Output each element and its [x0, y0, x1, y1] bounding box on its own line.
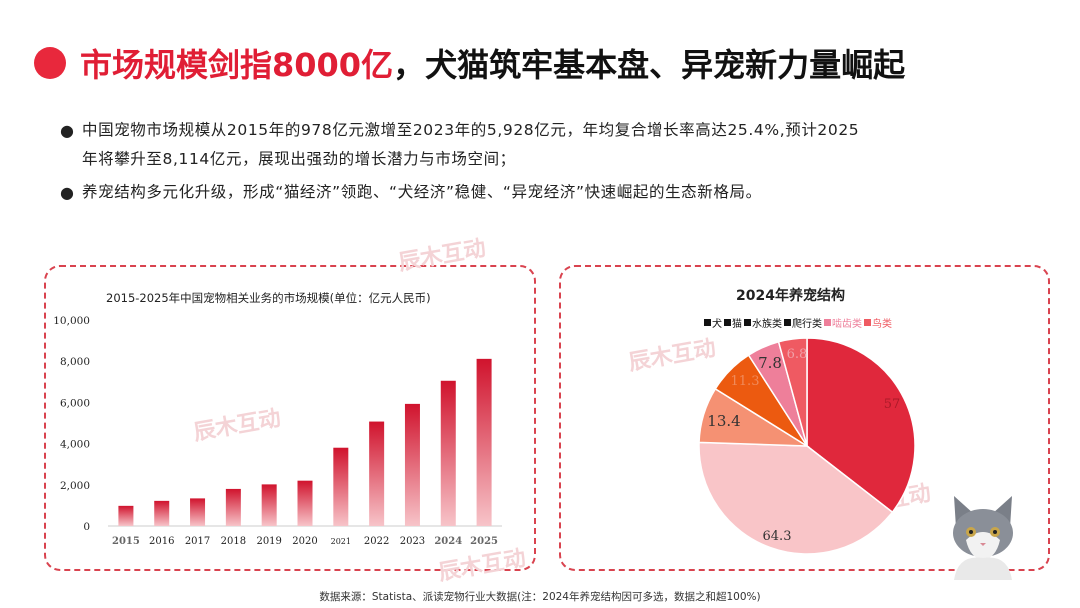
- legend-label: 猫: [732, 319, 742, 330]
- legend-swatch: [704, 319, 711, 326]
- bullet-marker: ●: [60, 121, 75, 140]
- x-tick-label: 2022: [364, 536, 389, 547]
- bar: [369, 421, 385, 526]
- legend-item: 爬行类: [784, 315, 822, 330]
- legend-swatch: [864, 319, 871, 326]
- bar: [118, 505, 134, 526]
- pie-slice: [806, 337, 916, 514]
- y-tick-label: 0: [83, 521, 90, 533]
- bar: [261, 484, 277, 526]
- bullet-text: 中国宠物市场规模从2015年的978亿元激增至2023年的5,928亿元，年均复…: [82, 121, 860, 139]
- legend-item: 水族类: [744, 315, 782, 330]
- legend-label: 水族类: [752, 319, 782, 330]
- legend-item: 啮齿类: [824, 315, 862, 330]
- x-tick-label: 2017: [185, 536, 210, 547]
- legend-swatch: [744, 319, 751, 326]
- legend-swatch: [724, 319, 731, 326]
- bar: [154, 500, 170, 526]
- x-tick-label: 2024: [434, 536, 462, 547]
- bar: [225, 488, 241, 526]
- bar: [404, 403, 420, 526]
- bullet-marker: ●: [60, 183, 75, 202]
- x-tick-label: 2023: [400, 536, 425, 547]
- summary-bullets: ● 中国宠物市场规模从2015年的978亿元激增至2023年的5,928亿元，年…: [60, 116, 1040, 207]
- pie-data-label: 13.4: [707, 412, 740, 430]
- legend-item: 犬: [704, 315, 722, 330]
- pie-data-label: 57: [884, 397, 901, 412]
- y-tick-label: 2,000: [60, 480, 90, 492]
- legend-swatch: [824, 319, 831, 326]
- bar: [333, 447, 349, 526]
- legend-item: 鸟类: [864, 315, 892, 330]
- pie-slice: [777, 337, 808, 447]
- x-tick-label: 2019: [256, 536, 281, 547]
- cat-photo: [953, 496, 1013, 580]
- legend-item: 猫: [724, 315, 742, 330]
- legend-label: 啮齿类: [832, 319, 862, 330]
- x-tick-label: 2025: [470, 536, 498, 547]
- legend-label: 犬: [712, 319, 722, 330]
- title-text: ，犬猫筑牢基本盘、异宠新力量崛起: [393, 46, 906, 84]
- pie-data-label: 64.3: [763, 529, 792, 544]
- y-tick-label: 10,000: [53, 315, 90, 327]
- bullet-line: ● 养宠结构多元化升级，形成“猫经济”领跑、“犬经济”稳健、“异宠经济”快速崛起…: [60, 178, 1040, 207]
- x-tick-label: 2020: [292, 536, 317, 547]
- bullet-line: 年将攀升至8,114亿元，展现出强劲的增长潜力与市场空间；: [60, 145, 1040, 174]
- title-highlight: 市场规模剑指8000亿: [80, 46, 394, 84]
- legend-label: 爬行类: [792, 319, 822, 330]
- pie-slice: [698, 441, 894, 555]
- legend-label: 鸟类: [872, 319, 892, 330]
- title-bullet-dot: [34, 47, 66, 79]
- source-note: 数据来源：Statista、派读宠物行业大数据(注：2024年养宠结构因可多选，…: [319, 591, 761, 603]
- bullet-line: ● 中国宠物市场规模从2015年的978亿元激增至2023年的5,928亿元，年…: [60, 116, 1040, 145]
- y-tick-label: 4,000: [60, 439, 90, 451]
- x-tick-label: 2016: [149, 536, 174, 547]
- pie-data-label: 11.3: [731, 374, 760, 389]
- x-tick-label: 2015: [112, 536, 140, 547]
- bar: [190, 498, 206, 526]
- bar: [476, 358, 492, 526]
- bar-chart-title: 2015-2025年中国宠物相关业务的市场规模(单位：亿元人民币): [106, 291, 431, 305]
- y-tick-label: 6,000: [60, 397, 90, 409]
- legend-swatch: [784, 319, 791, 326]
- x-tick-label: 2018: [221, 536, 246, 547]
- pie-chart-title: 2024年养宠结构: [736, 288, 845, 304]
- pie-legend: 犬猫水族类 爬行类 啮齿类 鸟类: [704, 315, 892, 330]
- x-tick-label: 2021: [331, 537, 351, 546]
- y-tick-label: 8,000: [60, 356, 90, 368]
- pie-data-label: 7.8: [758, 354, 782, 372]
- pie-data-label: 6.8: [787, 347, 808, 362]
- bullet-text: 年将攀升至8,114亿元，展现出强劲的增长潜力与市场空间；: [82, 150, 516, 168]
- page-title: 市场规模剑指8000亿 ，犬猫筑牢基本盘、异宠新力量崛起: [34, 38, 905, 88]
- bullet-text: 养宠结构多元化升级，形成“猫经济”领跑、“犬经济”稳健、“异宠经济”快速崛起的生…: [82, 183, 762, 201]
- bar: [440, 380, 456, 526]
- bar: [297, 480, 313, 526]
